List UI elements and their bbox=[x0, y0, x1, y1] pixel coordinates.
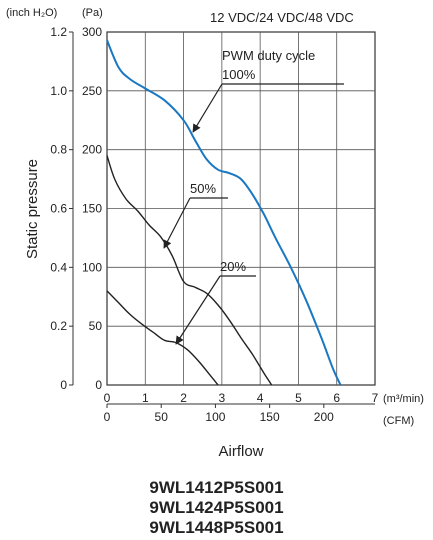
y-tick-label-pa: 100 bbox=[82, 260, 102, 274]
y-tick-label-pa: 50 bbox=[89, 319, 103, 333]
chart-labels: 12 VDC/24 VDC/48 VDC PWM duty cycle 100% 50… bbox=[164, 10, 354, 344]
y-tick-label-inch: 0.8 bbox=[50, 143, 67, 157]
model-name-3: 9WL1448P5S001 bbox=[0, 518, 433, 538]
x-tick-label-cfm: 200 bbox=[314, 410, 334, 424]
series-label-100pct: 100% bbox=[222, 67, 256, 82]
model-name-1: 9WL1412P5S001 bbox=[0, 478, 433, 498]
y-unit-inch: (inch H₂O) bbox=[6, 7, 57, 19]
x-unit-cfm: (CFM) bbox=[383, 415, 414, 427]
x-tick-label-m3min: 4 bbox=[257, 391, 264, 405]
model-name-2: 9WL1424P5S001 bbox=[0, 498, 433, 518]
axes: 05010015020025030000.20.40.60.81.01.2(in… bbox=[6, 7, 424, 460]
x-tick-label-cfm: 100 bbox=[205, 410, 225, 424]
chart-title: 12 VDC/24 VDC/48 VDC bbox=[210, 10, 354, 25]
y-tick-label-inch: 1.0 bbox=[50, 84, 67, 98]
x-tick-label-cfm: 0 bbox=[104, 410, 111, 424]
x-tick-label-m3min: 1 bbox=[142, 391, 149, 405]
x-tick-label-cfm: 50 bbox=[155, 410, 169, 424]
x-unit-m3min: (m³/min) bbox=[383, 393, 424, 405]
y-tick-label-pa: 0 bbox=[95, 378, 102, 392]
x-tick-label-m3min: 0 bbox=[104, 391, 111, 405]
series-line-100pct bbox=[107, 40, 341, 385]
y-tick-label-pa: 300 bbox=[82, 25, 102, 39]
y-axis-label: Static pressure bbox=[24, 159, 41, 259]
pq-curve-chart: 05010015020025030000.20.40.60.81.01.2(in… bbox=[0, 0, 433, 470]
series-label-50pct: 50% bbox=[190, 181, 216, 196]
y-tick-label-pa: 200 bbox=[82, 143, 102, 157]
y-tick-label-pa: 150 bbox=[82, 202, 102, 216]
x-tick-label-m3min: 3 bbox=[219, 391, 226, 405]
x-tick-label-m3min: 6 bbox=[333, 391, 340, 405]
y-tick-label-inch: 1.2 bbox=[50, 25, 67, 39]
series-label-20pct: 20% bbox=[220, 259, 246, 274]
series-lines bbox=[107, 40, 341, 385]
y-tick-label-inch: 0.2 bbox=[50, 319, 67, 333]
x-tick-label-cfm: 150 bbox=[260, 410, 280, 424]
y-tick-label-pa: 250 bbox=[82, 84, 102, 98]
y-unit-pa: (Pa) bbox=[82, 7, 103, 19]
x-axis-label: Airflow bbox=[218, 443, 263, 460]
x-tick-label-m3min: 2 bbox=[180, 391, 187, 405]
y-tick-label-inch: 0.6 bbox=[50, 202, 67, 216]
callout-arrow bbox=[176, 276, 220, 344]
legend-title: PWM duty cycle bbox=[222, 48, 315, 63]
x-tick-label-m3min: 7 bbox=[372, 391, 379, 405]
y-tick-label-inch: 0 bbox=[60, 378, 67, 392]
y-tick-label-inch: 0.4 bbox=[50, 260, 67, 274]
x-tick-label-m3min: 5 bbox=[295, 391, 302, 405]
plot-grid bbox=[107, 32, 375, 385]
callout-arrow bbox=[164, 198, 190, 248]
model-list: 9WL1412P5S001 9WL1424P5S001 9WL1448P5S00… bbox=[0, 478, 433, 538]
